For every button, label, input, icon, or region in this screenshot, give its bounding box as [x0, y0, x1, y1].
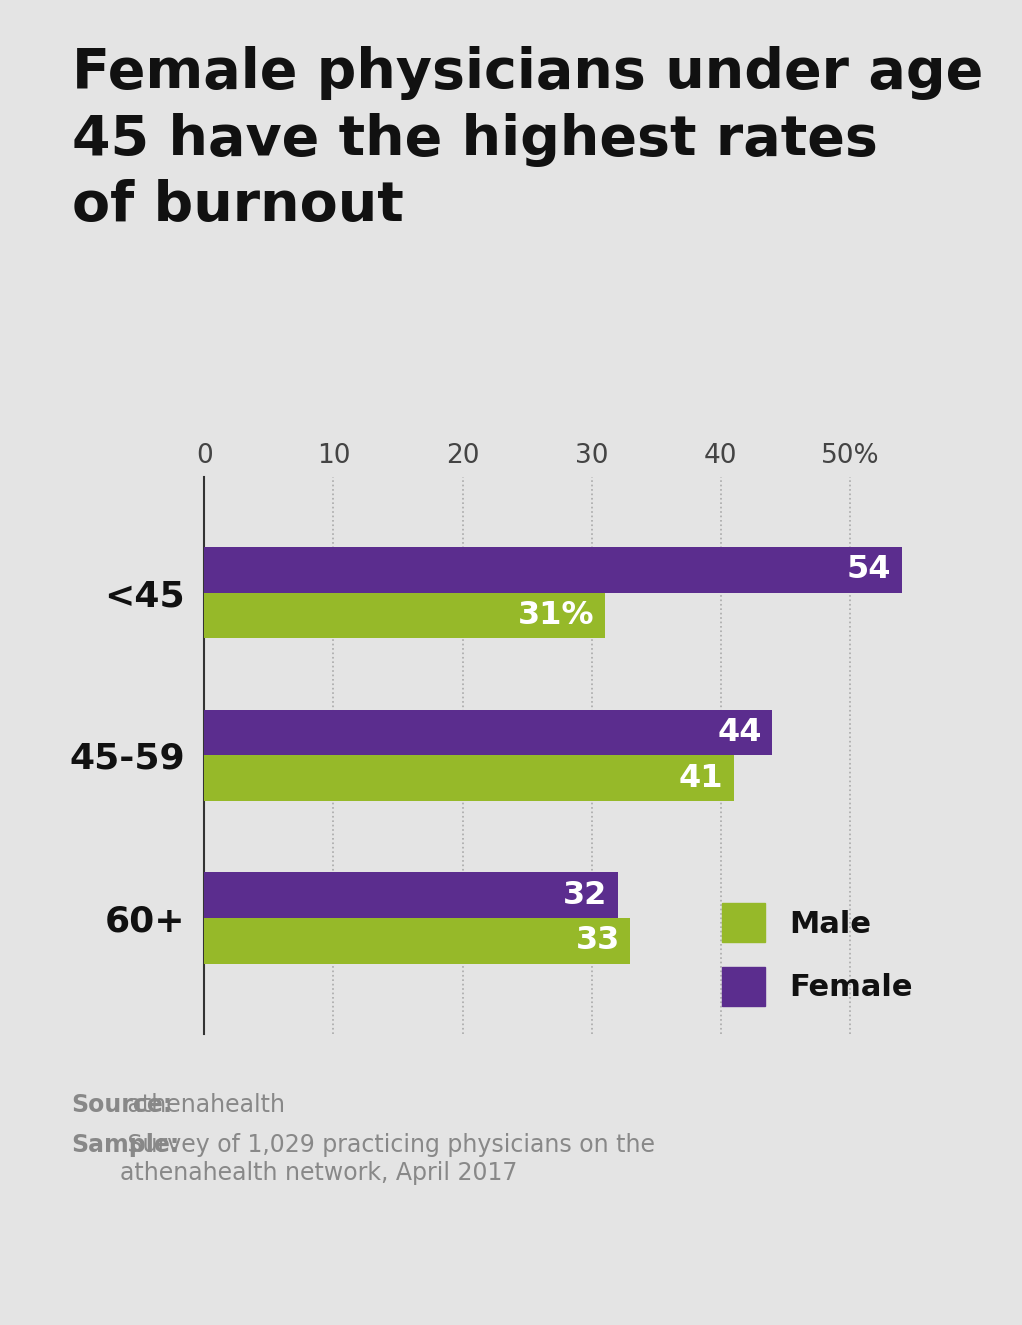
Text: Survey of 1,029 practicing physicians on the
athenahealth network, April 2017: Survey of 1,029 practicing physicians on… — [121, 1133, 655, 1185]
Bar — [204, 872, 617, 918]
Bar — [204, 710, 773, 755]
Text: of burnout: of burnout — [72, 179, 404, 233]
Text: 31%: 31% — [518, 600, 594, 631]
Text: Sample:: Sample: — [72, 1133, 180, 1157]
Bar — [204, 918, 631, 963]
Bar — [204, 547, 901, 592]
Bar — [204, 755, 734, 800]
Bar — [204, 592, 605, 639]
Legend: Male, Female: Male, Female — [710, 890, 925, 1018]
Text: 44: 44 — [717, 717, 762, 749]
Text: Female physicians under age: Female physicians under age — [72, 46, 983, 101]
Text: Source:: Source: — [72, 1093, 173, 1117]
Text: 54: 54 — [846, 554, 891, 586]
Text: athenahealth: athenahealth — [121, 1093, 285, 1117]
Text: 45 have the highest rates: 45 have the highest rates — [72, 113, 878, 167]
Text: 32: 32 — [563, 880, 607, 910]
Text: 33: 33 — [575, 925, 620, 957]
Text: 41: 41 — [679, 762, 724, 794]
